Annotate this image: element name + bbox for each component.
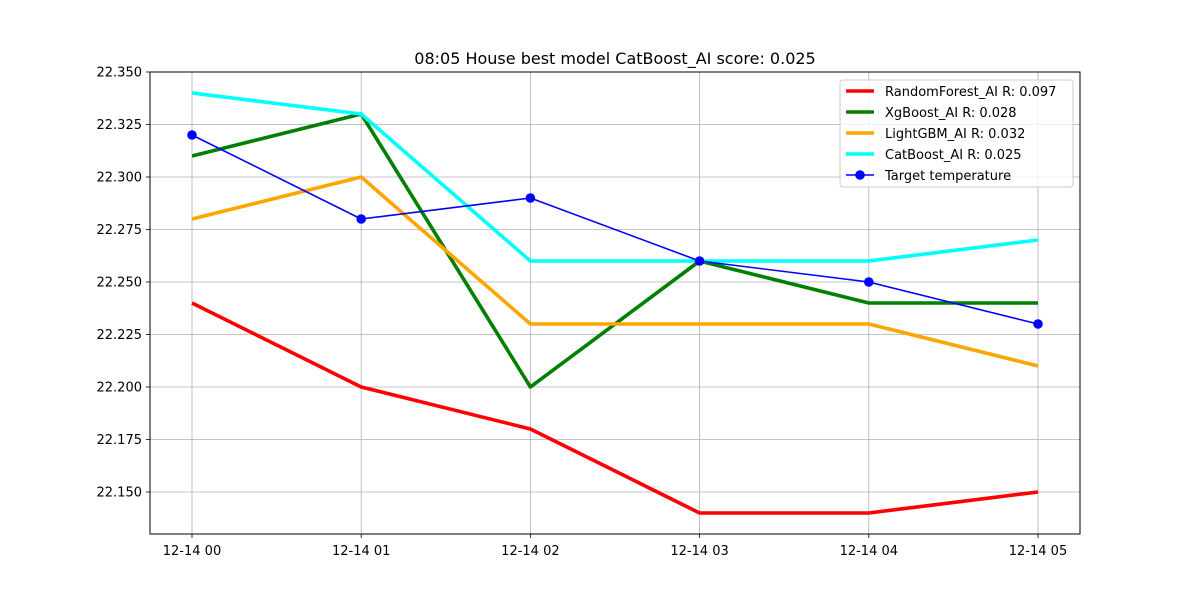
- legend-label: CatBoost_AI R: 0.025: [885, 148, 1022, 163]
- x-tick-label: 12-14 03: [670, 544, 728, 559]
- data-point: [187, 130, 197, 140]
- data-point: [864, 277, 874, 287]
- series-line: [191, 175, 1039, 368]
- x-tick-label: 12-14 00: [163, 544, 221, 559]
- legend: RandomForest_AI R: 0.097 XgBoost_AI R: 0.…: [839, 79, 1074, 188]
- x-tick-label: 12-14 04: [840, 544, 898, 559]
- y-tick-label: 22.175: [97, 433, 143, 448]
- series-layer: [187, 91, 1043, 515]
- series-line: [191, 134, 1039, 325]
- legend-label: RandomForest_AI R: 0.097: [885, 85, 1056, 100]
- data-point: [525, 193, 536, 203]
- x-tick-label: 12-14 01: [332, 544, 390, 559]
- legend-label: XgBoost_AI R: 0.028: [885, 106, 1017, 121]
- legend-box: [839, 79, 1074, 188]
- y-tick-label: 22.225: [97, 328, 143, 343]
- plot-frame: [149, 71, 1081, 535]
- y-tick-label: 22.325: [97, 118, 143, 133]
- y-tick-label: 22.250: [97, 276, 143, 291]
- legend-label: LightGBM_AI R: 0.032: [885, 127, 1025, 142]
- legend-label: Target temperature: [884, 169, 1011, 184]
- data-point: [694, 256, 705, 266]
- y-tick-label: 22.300: [97, 171, 143, 186]
- y-tick-label: 22.275: [97, 223, 143, 238]
- x-axis: 12-14 00 12-14 01 12-14 02 12-14 03 12-14 04…: [163, 534, 1067, 559]
- chart-title: 08:05 House best model CatBoost_AI score…: [414, 49, 815, 69]
- series-line: [191, 91, 1039, 263]
- x-tick-label: 12-14 02: [501, 544, 559, 559]
- data-point: [1033, 319, 1043, 329]
- y-axis: 22.150 22.175 22.200 22.225 22.250 22.275 22.3…: [97, 66, 150, 501]
- data-point: [356, 214, 367, 224]
- x-tick-label: 12-14 05: [1009, 544, 1067, 559]
- y-tick-label: 22.350: [97, 66, 143, 81]
- y-tick-label: 22.200: [97, 381, 143, 396]
- legend-marker: [855, 170, 865, 180]
- y-tick-label: 22.150: [97, 486, 143, 501]
- series-line: [191, 301, 1039, 515]
